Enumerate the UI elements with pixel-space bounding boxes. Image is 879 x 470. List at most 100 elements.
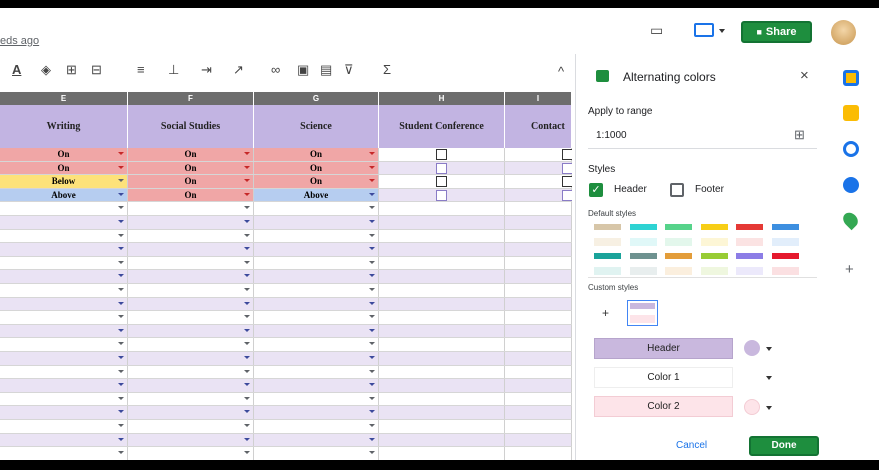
style-swatch[interactable]	[736, 224, 763, 246]
chevron-down-icon[interactable]	[244, 220, 250, 223]
dropdown-cell[interactable]	[0, 433, 128, 447]
dropdown-cell[interactable]	[0, 324, 128, 338]
chevron-down-icon[interactable]	[118, 396, 124, 400]
dropdown-cell[interactable]	[254, 311, 379, 324]
chevron-down-icon[interactable]	[244, 152, 250, 155]
dropdown-cell[interactable]	[0, 216, 128, 229]
chevron-down-icon[interactable]	[118, 315, 124, 319]
chevron-down-icon[interactable]	[244, 247, 250, 251]
checkbox-cell[interactable]	[379, 284, 505, 297]
chevron-down-icon[interactable]	[244, 233, 250, 237]
checkbox-cell[interactable]	[379, 243, 505, 256]
column-header-h[interactable]: H	[379, 92, 505, 105]
dropdown-cell[interactable]	[254, 324, 379, 338]
dropdown-cell[interactable]	[0, 352, 128, 365]
dropdown-cell[interactable]	[0, 243, 128, 256]
dropdown-cell[interactable]	[254, 365, 379, 379]
avatar[interactable]	[831, 20, 856, 45]
chevron-down-icon[interactable]	[244, 424, 250, 427]
chevron-down-icon[interactable]	[244, 288, 250, 291]
chevron-down-icon[interactable]	[369, 315, 375, 319]
chevron-down-icon[interactable]	[244, 165, 250, 169]
chevron-down-icon[interactable]	[118, 192, 124, 196]
checkbox-cell[interactable]	[505, 352, 572, 365]
checkbox-cell[interactable]	[505, 433, 572, 447]
done-button[interactable]: Done	[749, 436, 819, 456]
style-swatch[interactable]	[771, 224, 799, 246]
dropdown-cell[interactable]: On	[128, 161, 254, 175]
checkbox-cell[interactable]	[505, 365, 572, 379]
chevron-down-icon[interactable]	[244, 383, 250, 387]
dropdown-cell[interactable]	[128, 324, 254, 338]
checkbox-cell[interactable]	[379, 433, 505, 447]
dropdown-cell[interactable]	[128, 284, 254, 297]
share-button[interactable]: ■ Share	[741, 21, 812, 43]
dropdown-cell[interactable]	[254, 297, 379, 311]
dropdown-cell[interactable]	[0, 202, 128, 215]
dropdown-cell[interactable]: On	[254, 161, 379, 175]
checkbox-cell[interactable]	[505, 161, 572, 175]
column-header-g[interactable]: G	[254, 92, 379, 105]
dropdown-cell[interactable]	[254, 392, 379, 406]
dropdown-cell[interactable]	[0, 284, 128, 297]
chevron-down-icon[interactable]	[244, 192, 250, 196]
chevron-down-icon[interactable]	[118, 410, 124, 414]
style-swatch[interactable]	[594, 253, 621, 275]
chevron-down-icon[interactable]	[118, 301, 124, 305]
chevron-down-icon[interactable]	[118, 206, 124, 210]
header-checkbox[interactable]: ✓	[589, 183, 603, 197]
checkbox-cell[interactable]	[505, 188, 572, 202]
checkbox-cell[interactable]	[505, 379, 572, 392]
style-swatch[interactable]	[700, 253, 728, 275]
chevron-down-icon[interactable]	[118, 165, 124, 169]
checkbox-cell[interactable]	[379, 202, 505, 215]
header-cell-social-studies[interactable]: Social Studies	[128, 105, 254, 148]
chevron-down-icon[interactable]	[369, 301, 375, 305]
chevron-down-icon[interactable]	[369, 356, 375, 359]
checkbox-cell[interactable]	[505, 175, 572, 188]
checkbox[interactable]	[562, 149, 572, 160]
checkbox-cell[interactable]	[379, 148, 505, 161]
style-swatch[interactable]	[594, 224, 621, 246]
dropdown-cell[interactable]	[0, 447, 128, 460]
checkbox-cell[interactable]	[505, 447, 572, 460]
chevron-down-icon[interactable]	[369, 220, 375, 223]
style-swatch[interactable]	[629, 253, 657, 275]
chevron-down-icon[interactable]	[118, 356, 124, 359]
dropdown-cell[interactable]	[254, 447, 379, 460]
dropdown-cell[interactable]	[128, 420, 254, 433]
insert-comment-icon[interactable]: ▣	[297, 62, 310, 77]
dropdown-cell[interactable]: Below	[0, 175, 128, 188]
text-rotation-icon[interactable]: ↗	[233, 62, 244, 77]
dropdown-cell[interactable]	[0, 297, 128, 311]
dropdown-cell[interactable]	[254, 243, 379, 256]
dropdown-cell[interactable]	[128, 216, 254, 229]
chevron-down-icon[interactable]	[118, 369, 124, 373]
chevron-down-icon[interactable]	[118, 220, 124, 223]
style-swatch[interactable]	[736, 253, 763, 275]
chevron-down-icon[interactable]	[118, 247, 124, 251]
chevron-down-icon[interactable]	[369, 328, 375, 332]
style-swatch[interactable]	[665, 253, 692, 275]
checkbox[interactable]	[436, 149, 447, 160]
color2-dot[interactable]	[744, 399, 760, 415]
dropdown-cell[interactable]	[128, 392, 254, 406]
dropdown-cell[interactable]	[0, 420, 128, 433]
chevron-down-icon[interactable]	[369, 165, 375, 169]
checkbox-cell[interactable]	[505, 270, 572, 283]
dropdown-cell[interactable]	[254, 216, 379, 229]
checkbox[interactable]	[562, 189, 572, 201]
checkbox-cell[interactable]	[379, 420, 505, 433]
style-swatch[interactable]	[771, 253, 799, 275]
checkbox-cell[interactable]	[379, 352, 505, 365]
dropdown-cell[interactable]	[254, 229, 379, 243]
dropdown-cell[interactable]	[128, 229, 254, 243]
chevron-down-icon[interactable]	[369, 206, 375, 210]
checkbox-cell[interactable]	[505, 202, 572, 215]
checkbox-cell[interactable]	[379, 270, 505, 283]
dropdown-cell[interactable]	[0, 338, 128, 351]
add-custom-style-button[interactable]: +	[602, 306, 610, 320]
chevron-down-icon[interactable]	[369, 179, 375, 183]
dropdown-cell[interactable]	[128, 379, 254, 392]
column-header-e[interactable]: E	[0, 92, 128, 105]
